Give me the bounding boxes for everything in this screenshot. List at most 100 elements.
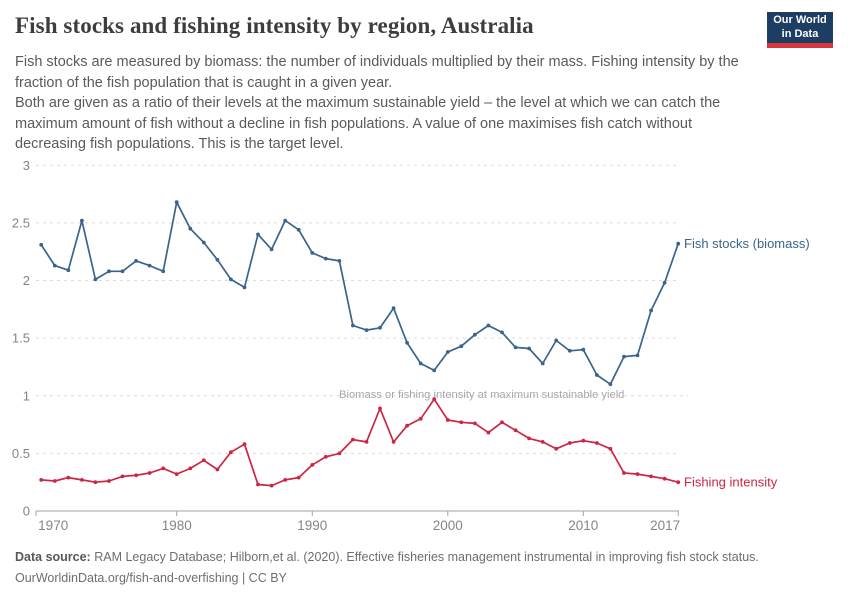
data-point-fish-stocks-1999 bbox=[432, 368, 437, 373]
owid-logo: Our World in Data bbox=[767, 12, 833, 48]
data-point-fishing-intensity-1979 bbox=[161, 466, 166, 471]
data-point-fishing-intensity-1975 bbox=[107, 479, 111, 483]
y-axis-labels: 0 0.5 1 1.5 2 2.5 3 bbox=[12, 158, 30, 519]
data-point-fish-stocks-1985 bbox=[242, 285, 247, 290]
svg-text:1990: 1990 bbox=[297, 518, 327, 533]
data-point-fish-stocks-1974 bbox=[93, 277, 98, 282]
data-point-fishing-intensity-1982 bbox=[201, 458, 206, 463]
svg-text:0.5: 0.5 bbox=[12, 446, 30, 461]
data-point-fishing-intensity-2014 bbox=[635, 472, 640, 476]
data-point-fishing-intensity-1970 bbox=[39, 478, 44, 482]
data-point-fish-stocks-1987 bbox=[269, 247, 274, 252]
data-point-fishing-intensity-1995 bbox=[378, 406, 382, 411]
data-point-fish-stocks-2010 bbox=[581, 347, 586, 352]
data-point-fish-stocks-1973 bbox=[80, 218, 84, 223]
data-point-fishing-intensity-2004 bbox=[500, 420, 504, 425]
owid-logo-line1: Our World bbox=[773, 14, 827, 27]
data-point-fishing-intensity-1998 bbox=[418, 416, 423, 421]
data-point-fish-stocks-2009 bbox=[567, 348, 572, 353]
data-point-fish-stocks-1984 bbox=[229, 277, 233, 282]
series-label-fish-stocks: Fish stocks (biomass) bbox=[684, 236, 810, 251]
data-point-fish-stocks-1993 bbox=[351, 323, 355, 328]
data-point-fishing-intensity-2013 bbox=[622, 471, 626, 475]
data-point-fish-stocks-2015 bbox=[649, 308, 653, 313]
svg-text:2.5: 2.5 bbox=[12, 215, 30, 230]
subtitle-paragraph-1: Fish stocks are measured by biomass: the… bbox=[15, 54, 739, 91]
data-point-fish-stocks-1972 bbox=[66, 268, 71, 273]
data-point-fishing-intensity-1974 bbox=[93, 480, 98, 485]
data-point-fish-stocks-1982 bbox=[201, 240, 206, 245]
data-point-fishing-intensity-1990 bbox=[310, 463, 315, 467]
svg-text:1970: 1970 bbox=[38, 518, 68, 533]
datasource-label: Data source: bbox=[15, 550, 91, 564]
data-point-fishing-intensity-1999 bbox=[432, 397, 437, 402]
x-axis: 1970 1980 1990 2000 2010 2017 bbox=[35, 511, 680, 533]
data-point-fishing-intensity-2017 bbox=[676, 480, 681, 485]
data-point-fishing-intensity-1988 bbox=[283, 478, 288, 482]
data-point-fish-stocks-1979 bbox=[161, 269, 166, 274]
data-point-fishing-intensity-1983 bbox=[215, 467, 220, 472]
datasource-line: Data source: RAM Legacy Database; Hilbor… bbox=[15, 547, 845, 568]
data-point-fishing-intensity-1992 bbox=[337, 451, 342, 456]
data-point-fish-stocks-1988 bbox=[283, 218, 288, 223]
data-point-fishing-intensity-1981 bbox=[188, 466, 193, 471]
data-point-fish-stocks-1980 bbox=[174, 200, 179, 205]
data-point-fish-stocks-1977 bbox=[134, 259, 139, 263]
data-point-fishing-intensity-1987 bbox=[269, 483, 274, 488]
data-point-fishing-intensity-1984 bbox=[229, 450, 233, 455]
data-point-fishing-intensity-1989 bbox=[296, 475, 301, 480]
svg-text:1: 1 bbox=[23, 388, 30, 403]
data-point-fishing-intensity-2005 bbox=[513, 428, 518, 433]
data-point-fishing-intensity-1976 bbox=[120, 474, 125, 479]
data-point-fish-stocks-2011 bbox=[595, 373, 599, 377]
data-point-fishing-intensity-1991 bbox=[323, 454, 328, 459]
data-point-fish-stocks-1997 bbox=[405, 340, 409, 345]
data-point-fish-stocks-2016 bbox=[662, 280, 667, 285]
data-point-fish-stocks-2006 bbox=[527, 346, 531, 351]
owid-logo-line2: in Data bbox=[781, 27, 819, 40]
data-point-fishing-intensity-1973 bbox=[80, 478, 84, 482]
data-point-fishing-intensity-2011 bbox=[595, 441, 599, 445]
data-point-fish-stocks-1978 bbox=[147, 263, 152, 268]
data-point-fish-stocks-2005 bbox=[513, 345, 518, 350]
data-point-fish-stocks-2013 bbox=[622, 354, 626, 359]
data-point-fishing-intensity-1993 bbox=[351, 437, 355, 442]
data-point-fish-stocks-1970 bbox=[39, 242, 44, 247]
data-point-fishing-intensity-2015 bbox=[649, 474, 653, 479]
data-point-fish-stocks-2003 bbox=[486, 323, 491, 328]
data-point-fish-stocks-1994 bbox=[364, 328, 369, 332]
svg-text:1.5: 1.5 bbox=[12, 331, 30, 346]
data-point-fish-stocks-2012 bbox=[608, 382, 613, 387]
svg-text:2010: 2010 bbox=[568, 518, 598, 533]
svg-text:1980: 1980 bbox=[162, 518, 192, 533]
data-point-fishing-intensity-2009 bbox=[567, 441, 572, 445]
data-point-fish-stocks-1990 bbox=[310, 251, 315, 255]
data-point-fishing-intensity-2002 bbox=[473, 421, 477, 426]
svg-text:2: 2 bbox=[23, 273, 30, 288]
datasource-text: RAM Legacy Database; Hilborn,et al. (202… bbox=[94, 550, 759, 564]
data-point-fish-stocks-2002 bbox=[473, 332, 477, 337]
data-point-fish-stocks-1981 bbox=[188, 226, 193, 231]
data-point-fish-stocks-2008 bbox=[554, 338, 559, 343]
chart-subtitle: Fish stocks are measured by biomass: the… bbox=[15, 52, 763, 155]
chart-footer: Data source: RAM Legacy Database; Hilbor… bbox=[15, 547, 845, 588]
data-point-fish-stocks-2004 bbox=[500, 330, 504, 335]
data-point-fishing-intensity-2007 bbox=[540, 440, 545, 444]
series-label-fishing-intensity: Fishing intensity bbox=[684, 474, 778, 489]
data-point-fishing-intensity-1997 bbox=[405, 423, 409, 428]
data-point-fish-stocks-1996 bbox=[391, 306, 396, 311]
data-point-fishing-intensity-1986 bbox=[256, 482, 260, 487]
data-point-fish-stocks-1975 bbox=[107, 269, 111, 274]
data-point-fishing-intensity-2016 bbox=[662, 476, 667, 481]
svg-text:2000: 2000 bbox=[433, 518, 463, 533]
data-point-fishing-intensity-1985 bbox=[242, 442, 247, 447]
page-title: Fish stocks and fishing intensity by reg… bbox=[15, 13, 534, 38]
data-point-fish-stocks-2014 bbox=[635, 353, 640, 358]
data-point-fish-stocks-1992 bbox=[337, 259, 342, 263]
y-gridlines bbox=[36, 164, 688, 512]
series-fishing-intensity bbox=[39, 397, 681, 488]
data-point-fishing-intensity-1972 bbox=[66, 475, 71, 480]
data-point-fish-stocks-1986 bbox=[256, 232, 260, 237]
subtitle-paragraph-2: Both are given as a ratio of their level… bbox=[15, 95, 721, 153]
